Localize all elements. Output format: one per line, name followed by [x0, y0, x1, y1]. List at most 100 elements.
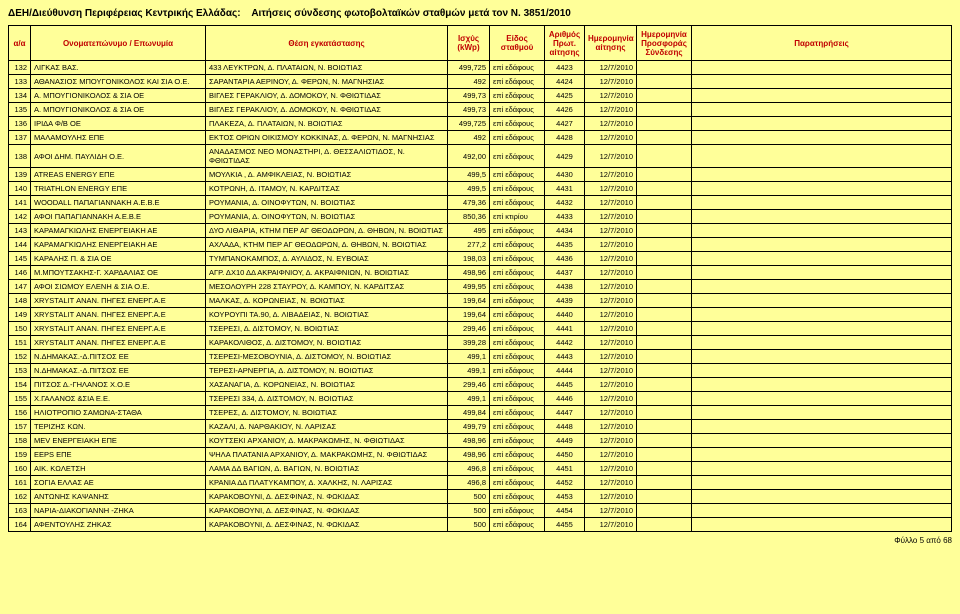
- cell: 12/7/2010: [585, 378, 637, 392]
- cell: 299,46: [448, 322, 490, 336]
- cell: ΙΡΙΔΑ Φ/Β ΟΕ: [31, 117, 206, 131]
- cell: 142: [9, 210, 31, 224]
- table-row: 141WOODALL ΠΑΠΑΓΙΑΝΝΑΚΗ Α.Ε.Β.ΕΡΟΥΜΑΝΙΑ,…: [9, 196, 952, 210]
- cell: 4432: [545, 196, 585, 210]
- cell: επί εδάφους: [490, 238, 545, 252]
- cell: [692, 75, 952, 89]
- cell: [692, 490, 952, 504]
- cell: XRYSTALIT ΑΝΑΝ. ΠΗΓΕΣ ΕΝΕΡΓ.Α.Ε: [31, 294, 206, 308]
- cell: επί εδάφους: [490, 392, 545, 406]
- cell: 4441: [545, 322, 585, 336]
- table-row: 146Μ.ΜΠΟΥΤΣΑΚΗΣ-Γ. ΧΑΡΔΑΛΙΑΣ ΟΕΑΓΡ. ΔΧ10…: [9, 266, 952, 280]
- cell: 499,1: [448, 350, 490, 364]
- cell: ΤΣΕΡΕΣΙ-ΜΕΣΟΒΟΥΝΙΑ, Δ. ΔΙΣΤΟΜΟΥ, Ν. ΒΟΙΩ…: [206, 350, 448, 364]
- cell: 4442: [545, 336, 585, 350]
- cell: [692, 117, 952, 131]
- page-title-row: ΔΕΗ/Διεύθυνση Περιφέρειας Κεντρικής Ελλά…: [8, 8, 952, 19]
- table-row: 142ΑΦΟΙ ΠΑΠΑΓΙΑΝΝΑΚΗ Α.Ε.Β.ΕΡΟΥΜΑΝΙΑ, Δ.…: [9, 210, 952, 224]
- cell: 164: [9, 518, 31, 532]
- cell: 12/7/2010: [585, 518, 637, 532]
- cell: [637, 75, 692, 89]
- cell: 12/7/2010: [585, 117, 637, 131]
- cell: 4435: [545, 238, 585, 252]
- cell: ΤΣΕΡΕΣ, Δ. ΔΙΣΤΟΜΟΥ, Ν. ΒΟΙΩΤΙΑΣ: [206, 406, 448, 420]
- cell: 4447: [545, 406, 585, 420]
- cell: 4430: [545, 168, 585, 182]
- cell: ΜΑΛΚΑΣ, Δ. ΚΟΡΩΝΕΙΑΣ, Ν. ΒΟΙΩΤΙΑΣ: [206, 294, 448, 308]
- cell: 12/7/2010: [585, 89, 637, 103]
- cell: 4446: [545, 392, 585, 406]
- cell: 199,64: [448, 308, 490, 322]
- cell: 499,725: [448, 61, 490, 75]
- cell: [692, 322, 952, 336]
- cell: ΑΦΟΙ ΔΗΜ. ΠΑΥΛΙΔΗ Ο.Ε.: [31, 145, 206, 168]
- cell: επί εδάφους: [490, 61, 545, 75]
- cell: [637, 336, 692, 350]
- cell: [692, 336, 952, 350]
- cell: ΜΟΥΛΚΙΑ , Δ. ΑΜΦΙΚΛΕΙΑΣ, Ν. ΒΟΙΩΤΙΑΣ: [206, 168, 448, 182]
- cell: 12/7/2010: [585, 103, 637, 117]
- cell: 12/7/2010: [585, 75, 637, 89]
- table-row: 145ΚΑΡΑΛΗΣ Π. & ΣΙΑ ΟΕΤΥΜΠΑΝΟΚΑΜΠΟΣ, Δ. …: [9, 252, 952, 266]
- cell: [637, 182, 692, 196]
- cell: ΚΑΡΑΜΑΓΚΙΩΛΗΣ ΕΝΕΡΓΕΙΑΚΗ ΑΕ: [31, 238, 206, 252]
- cell: [692, 131, 952, 145]
- cell: 157: [9, 420, 31, 434]
- cell: ΚΟΥΡΟΥΠΙ ΤΑ.90, Δ. ΛΙΒΑΔΕΙΑΣ, Ν. ΒΟΙΩΤΙΑ…: [206, 308, 448, 322]
- cell: 139: [9, 168, 31, 182]
- cell: 4445: [545, 378, 585, 392]
- cell: 12/7/2010: [585, 350, 637, 364]
- cell: 4424: [545, 75, 585, 89]
- cell: 12/7/2010: [585, 131, 637, 145]
- cell: [692, 364, 952, 378]
- cell: [637, 294, 692, 308]
- cell: [692, 420, 952, 434]
- cell: 498,96: [448, 434, 490, 448]
- cell: 499,79: [448, 420, 490, 434]
- data-table: α/α Ονοματεπώνυμο / Επωνυμία Θέση εγκατά…: [8, 25, 952, 532]
- cell: [692, 462, 952, 476]
- cell: επί εδάφους: [490, 308, 545, 322]
- cell: [692, 145, 952, 168]
- cell: 4429: [545, 145, 585, 168]
- cell: [692, 518, 952, 532]
- cell: 492,00: [448, 145, 490, 168]
- cell: επί εδάφους: [490, 322, 545, 336]
- cell: 12/7/2010: [585, 238, 637, 252]
- cell: επί εδάφους: [490, 89, 545, 103]
- cell: ΑΓΡ. ΔΧ10 ΔΔ ΑΚΡΑΙΦΝΙΟΥ, Δ. ΑΚΡΑΙΦΝΙΩΝ, …: [206, 266, 448, 280]
- cell: ΤΕΡΕΣΙ-ΑΡΝΕΡΓΙΑ, Δ. ΔΙΣΤΟΜΟΥ, Ν. ΒΟΙΩΤΙΑ…: [206, 364, 448, 378]
- cell: WOODALL ΠΑΠΑΓΙΑΝΝΑΚΗ Α.Ε.Β.Ε: [31, 196, 206, 210]
- cell: ΑΝΑΔΑΣΜΟΣ ΝΕΟ ΜΟΝΑΣΤΗΡΙ, Δ. ΘΕΣΣΑΛΙΩΤΙΔΟ…: [206, 145, 448, 168]
- cell: [637, 490, 692, 504]
- cell: [637, 238, 692, 252]
- cell: επί εδάφους: [490, 196, 545, 210]
- col-name: Ονοματεπώνυμο / Επωνυμία: [31, 26, 206, 61]
- cell: ΚΑΖΑΛΙ, Δ. ΝΑΡΘΑΚΙΟΥ, Ν. ΛΑΡΙΣΑΣ: [206, 420, 448, 434]
- cell: ΣΑΡΑΝΤΑΡΙΑ ΑΕΡΙΝΟΥ, Δ. ΦΕΡΩΝ, Ν. ΜΑΓΝΗΣΙ…: [206, 75, 448, 89]
- cell: επί εδάφους: [490, 131, 545, 145]
- cell: 198,03: [448, 252, 490, 266]
- cell: ΤΣΕΡΕΣΙ 334, Δ. ΔΙΣΤΟΜΟΥ, Ν. ΒΟΙΩΤΙΑΣ: [206, 392, 448, 406]
- cell: 4452: [545, 476, 585, 490]
- cell: Α. ΜΠΟΥΓΙΟΝΙΚΟΛΟΣ & ΣΙΑ ΟΕ: [31, 89, 206, 103]
- title-right: Αιτήσεις σύνδεσης φωτοβολταϊκών σταθμών …: [251, 8, 571, 19]
- cell: επί εδάφους: [490, 252, 545, 266]
- cell: 4448: [545, 420, 585, 434]
- cell: 133: [9, 75, 31, 89]
- cell: ΤΣΕΡΕΣΙ, Δ. ΔΙΣΤΟΜΟΥ, Ν. ΒΟΙΩΤΙΑΣ: [206, 322, 448, 336]
- table-row: 149XRYSTALIT ΑΝΑΝ. ΠΗΓΕΣ ΕΝΕΡΓ.Α.ΕΚΟΥΡΟΥ…: [9, 308, 952, 322]
- cell: Χ.ΓΑΛΑΝΟΣ &ΣΙΑ Ε.Ε.: [31, 392, 206, 406]
- cell: επί εδάφους: [490, 504, 545, 518]
- cell: 499,1: [448, 392, 490, 406]
- cell: Μ.ΜΠΟΥΤΣΑΚΗΣ-Γ. ΧΑΡΔΑΛΙΑΣ ΟΕ: [31, 266, 206, 280]
- cell: [637, 117, 692, 131]
- cell: ΔΥΟ ΛΙΘΑΡΙΑ, ΚΤΗΜ ΠΕΡ ΑΓ ΘΕΟΔΩΡΩΝ, Δ. ΘΗ…: [206, 224, 448, 238]
- cell: επί εδάφους: [490, 117, 545, 131]
- cell: 135: [9, 103, 31, 117]
- cell: 12/7/2010: [585, 392, 637, 406]
- table-header-row: α/α Ονοματεπώνυμο / Επωνυμία Θέση εγκατά…: [9, 26, 952, 61]
- cell: 500: [448, 504, 490, 518]
- cell: [692, 280, 952, 294]
- cell: [637, 61, 692, 75]
